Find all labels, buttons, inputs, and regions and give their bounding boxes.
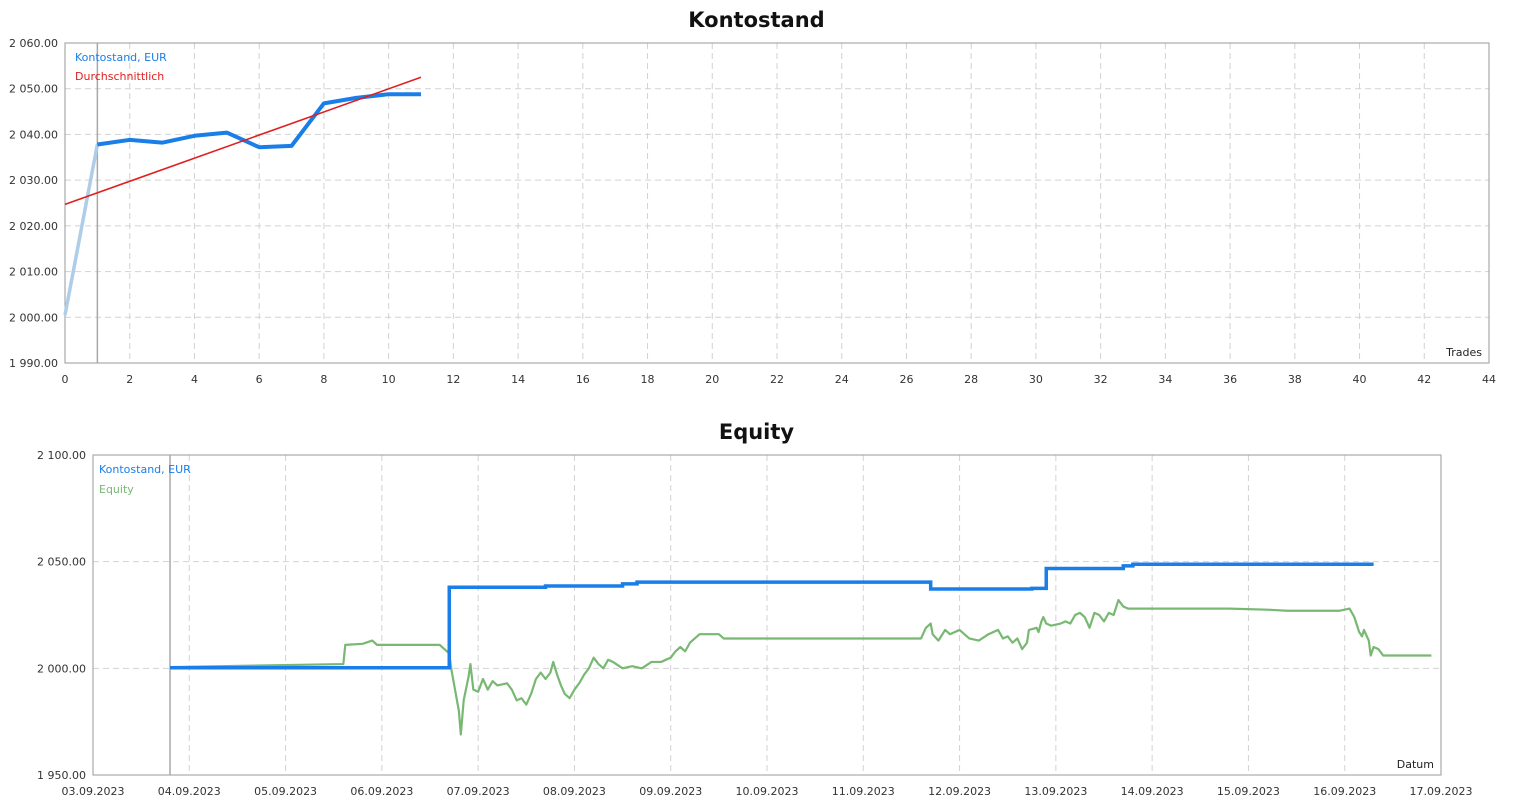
x-tick-label: 11.09.2023 (832, 785, 895, 798)
x-tick-label: 10 (382, 373, 396, 386)
x-tick-label: 4 (191, 373, 198, 386)
x-tick-label: 36 (1223, 373, 1237, 386)
balance-initial-segment (63, 144, 100, 316)
x-tick-label: 08.09.2023 (543, 785, 606, 798)
x-tick-label: 38 (1288, 373, 1302, 386)
legend-item-equity: Equity (99, 483, 134, 496)
plot-frame (64, 42, 1490, 364)
x-tick-label: 16.09.2023 (1313, 785, 1376, 798)
x-tick-label: 40 (1353, 373, 1367, 386)
y-tick-label: 2 010.00 (9, 266, 58, 279)
x-tick-label: 10.09.2023 (736, 785, 799, 798)
x-tick-label: 13.09.2023 (1024, 785, 1087, 798)
x-tick-label: 05.09.2023 (254, 785, 317, 798)
y-tick-label: 2 040.00 (9, 128, 58, 141)
chart-title-kontostand: Kontostand (688, 8, 825, 32)
y-tick-label: 2 030.00 (9, 174, 58, 187)
y-tick-label: 2 020.00 (9, 220, 58, 233)
x-tick-label: 03.09.2023 (62, 785, 125, 798)
x-tick-label: 12.09.2023 (928, 785, 991, 798)
x-tick-label: 14 (511, 373, 525, 386)
y-tick-label: 2 050.00 (9, 83, 58, 96)
x-tick-label: 15.09.2023 (1217, 785, 1280, 798)
x-tick-label: 8 (320, 373, 327, 386)
x-tick-label: 30 (1029, 373, 1043, 386)
plot-frame (92, 454, 1442, 776)
x-axis-label: Trades (1445, 346, 1482, 359)
x-tick-label: 14.09.2023 (1121, 785, 1184, 798)
y-tick-label: 2 000.00 (9, 311, 58, 324)
x-tick-label: 07.09.2023 (447, 785, 510, 798)
x-tick-label: 32 (1094, 373, 1108, 386)
x-tick-label: 2 (126, 373, 133, 386)
x-tick-label: 42 (1417, 373, 1431, 386)
y-tick-label: 1 950.00 (37, 769, 86, 782)
x-tick-label: 26 (899, 373, 913, 386)
x-tick-label: 17.09.2023 (1410, 785, 1473, 798)
y-tick-label: 2 100.00 (37, 449, 86, 462)
legend-item-durchschnittlich: Durchschnittlich (75, 70, 164, 83)
x-axis-label: Datum (1397, 758, 1434, 771)
legend-item-kontostand: Kontostand, EUR (99, 463, 191, 476)
legend-item-kontostand: Kontostand, EUR (75, 51, 167, 64)
y-tick-label: 2 000.00 (37, 662, 86, 675)
series-line-kontostand (170, 562, 1374, 670)
y-tick-label: 2 060.00 (9, 37, 58, 50)
x-tick-label: 0 (62, 373, 69, 386)
series-line-durchschnittlich (64, 76, 422, 206)
x-tick-label: 22 (770, 373, 784, 386)
kontostand-chart: 0 2 4 6 8 10 12 14 16 18 20 22 24 26 28 30 32 34 36 38 40 42 4… (9, 37, 1496, 386)
x-tick-label: 18 (641, 373, 655, 386)
x-tick-label: 24 (835, 373, 849, 386)
x-tick-label: 06.09.2023 (350, 785, 413, 798)
x-tick-label: 04.09.2023 (158, 785, 221, 798)
y-tick-label: 2 050.00 (37, 556, 86, 569)
chart-title-equity: Equity (718, 420, 795, 444)
x-tick-label: 6 (256, 373, 263, 386)
x-tick-label: 09.09.2023 (639, 785, 702, 798)
x-tick-label: 28 (964, 373, 978, 386)
x-tick-label: 20 (705, 373, 719, 386)
x-tick-label: 12 (446, 373, 460, 386)
y-tick-label: 1 990.00 (9, 357, 58, 370)
x-tick-label: 16 (576, 373, 590, 386)
series-line-equity (170, 598, 1432, 736)
x-tick-label: 34 (1158, 373, 1172, 386)
x-tick-label: 44 (1482, 373, 1496, 386)
